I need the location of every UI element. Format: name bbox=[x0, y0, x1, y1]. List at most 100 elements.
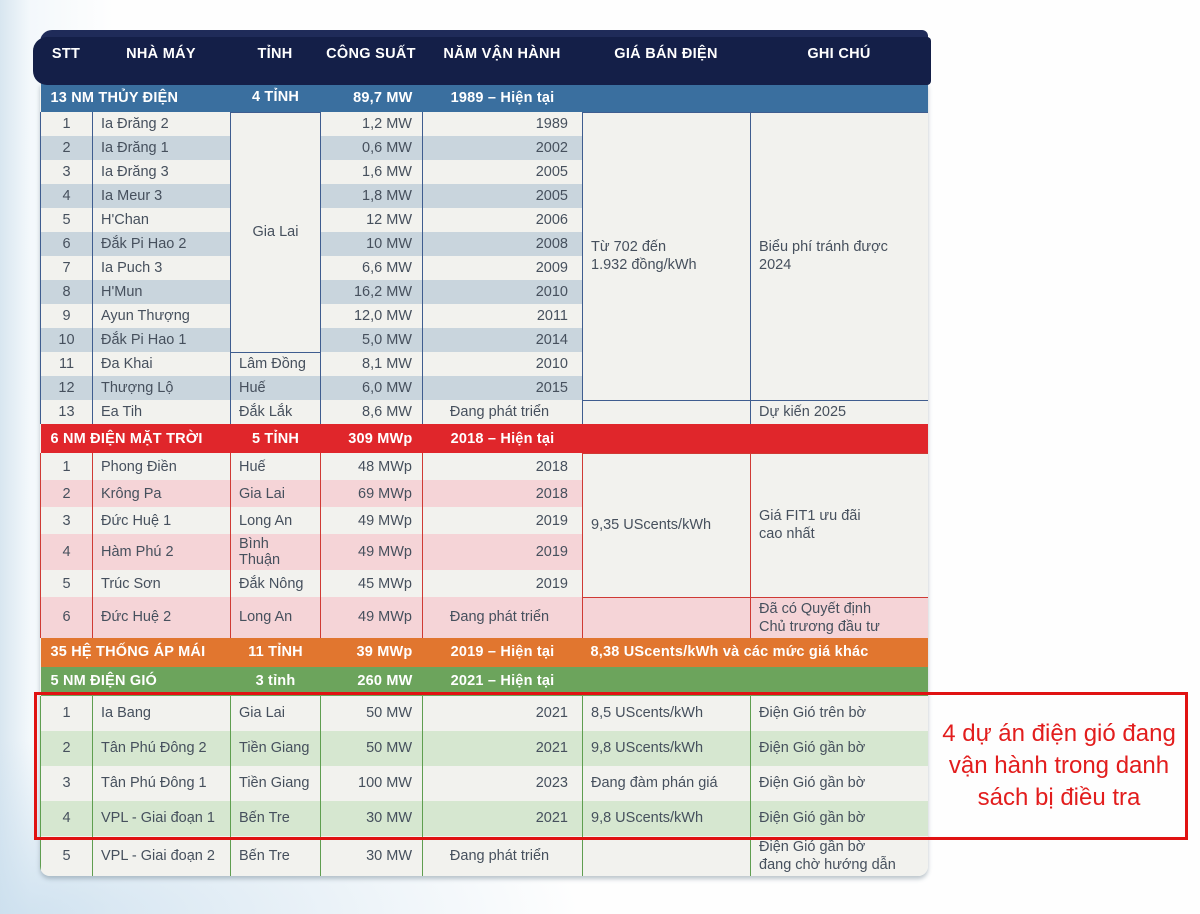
solar-row: 5 Trúc Sơn Đắk Nông 45 MWp 2019 bbox=[40, 570, 929, 597]
cell-year: 2009 bbox=[422, 256, 583, 280]
rooftop-section-note: 8,38 UScents/kWh và các mức giá khác bbox=[582, 637, 928, 667]
cell-year: 2008 bbox=[422, 232, 583, 256]
solar-row: 4 Hàm Phú 2 Bình Thuận 49 MWp 2019 bbox=[40, 534, 929, 570]
column-header-6: GIÁ BÁN ĐIỆN bbox=[614, 46, 718, 62]
wind-section-label: 5 NM ĐIỆN GIÓ bbox=[40, 666, 231, 696]
solar-section-label: 6 NM ĐIỆN MẶT TRỜI bbox=[40, 424, 231, 453]
wind-section-years: 2021 – Hiện tại bbox=[422, 666, 583, 696]
solar-section-provinces: 5 TỈNH bbox=[230, 424, 321, 453]
cell-note: Điện Gió gần bờ bbox=[750, 765, 928, 801]
cell-province: Gia Lai bbox=[230, 111, 321, 353]
table-body: 13 NM THỦY ĐIỆN 4 TỈNH 89,7 MW 1989 – Hiện … bbox=[40, 83, 928, 876]
cell-stt: 8 bbox=[40, 280, 93, 304]
cell-plant-name: Ia Puch 3 bbox=[92, 256, 231, 280]
hydro-row: 7 Ia Puch 3 6,6 MW 2009 bbox=[40, 256, 929, 280]
cell-province: Tiền Giang bbox=[230, 765, 321, 801]
column-header-2: NHÀ MÁY bbox=[126, 46, 196, 62]
cell-capacity: 49 MWp bbox=[320, 507, 423, 534]
hydro-row: 10 Đắk Pi Hao 1 5,0 MW 2014 bbox=[40, 328, 929, 352]
cell-note: Điện Gió trên bờ bbox=[750, 695, 928, 731]
cell-stt: 9 bbox=[40, 304, 93, 328]
cell-capacity: 8,6 MW bbox=[320, 400, 423, 424]
cell-plant-name: Ayun Thượng bbox=[92, 304, 231, 328]
cell-price bbox=[582, 400, 751, 424]
cell-stt: 4 bbox=[40, 184, 93, 208]
cell-province: Huế bbox=[230, 453, 321, 480]
cell-price: Từ 702 đến 1.932 đồng/kWh bbox=[582, 111, 751, 401]
cell-capacity: 49 MWp bbox=[320, 597, 423, 638]
cell-note: Dự kiến 2025 bbox=[750, 400, 928, 424]
cell-capacity: 10 MW bbox=[320, 232, 423, 256]
cell-stt: 1 bbox=[40, 695, 93, 731]
cell-capacity: 50 MW bbox=[320, 695, 423, 731]
hydro-row: 13 Ea Tih Đắk Lắk 8,6 MW Đang phát triển Dự k… bbox=[40, 400, 928, 424]
cell-capacity: 100 MW bbox=[320, 765, 423, 801]
cell-year: 2006 bbox=[422, 208, 583, 232]
cell-plant-name: H'Chan bbox=[92, 208, 231, 232]
column-header-1: STT bbox=[51, 46, 81, 62]
cell-year: 2015 bbox=[422, 376, 583, 400]
cell-plant-name: Đức Huệ 1 bbox=[92, 507, 231, 534]
cell-capacity: 48 MWp bbox=[320, 453, 423, 480]
cell-province: Gia Lai bbox=[230, 695, 321, 731]
cell-year: Đang phát triển bbox=[422, 835, 583, 876]
cell-stt: 4 bbox=[40, 534, 93, 570]
cell-capacity: 1,6 MW bbox=[320, 160, 423, 184]
cell-stt: 7 bbox=[40, 256, 93, 280]
cell-plant-name: Tân Phú Đông 1 bbox=[92, 765, 231, 801]
hydro-row: 4 Ia Meur 3 1,8 MW 2005 bbox=[40, 184, 929, 208]
rooftop-section-provinces: 11 TỈNH bbox=[230, 637, 321, 667]
wind-row: 4 VPL - Giai đoạn 1 Bến Tre 30 MW 2021 9,8 US… bbox=[40, 800, 928, 836]
solar-row: 1 Phong Điền Huế 48 MWp 2018 9,35 UScents/kWh… bbox=[40, 452, 928, 598]
cell-province: Bến Tre bbox=[230, 800, 321, 836]
cell-year: 2019 bbox=[422, 534, 583, 570]
cell-plant-name: Đức Huệ 2 bbox=[92, 597, 231, 638]
cell-note: Điện Gió gần bờ đang chờ hướng dẫn bbox=[750, 835, 928, 876]
cell-year: 2005 bbox=[422, 184, 583, 208]
hydro-section-bar: 13 NM THỦY ĐIỆN 4 TỈNH 89,7 MW 1989 – Hiện … bbox=[40, 83, 928, 112]
table-column-header-bar: STT NHÀ MÁY TỈNH CÔNG SUẤT NĂM VẬN HÀNH GIÁ B… bbox=[33, 30, 931, 85]
wind-section-capacity: 260 MW bbox=[320, 666, 423, 696]
cell-capacity: 5,0 MW bbox=[320, 328, 423, 352]
cell-price: 8,5 UScents/kWh bbox=[582, 695, 751, 731]
cell-capacity: 8,1 MW bbox=[320, 352, 423, 376]
cell-capacity: 12,0 MW bbox=[320, 304, 423, 328]
cell-stt: 2 bbox=[40, 136, 93, 160]
wind-row: 5 VPL - Giai đoạn 2 Bến Tre 30 MW Đang phát … bbox=[40, 835, 928, 876]
investigation-annotation: 4 dự án điện gió đang vận hành trong dan… bbox=[942, 719, 1176, 811]
cell-price bbox=[582, 597, 751, 638]
cell-capacity: 30 MW bbox=[320, 800, 423, 836]
wind-row: 1 Ia Bang Gia Lai 50 MW 2021 8,5 UScents/kWh Đ… bbox=[40, 695, 928, 731]
hydro-row: 1 Ia Đrăng 2 Gia Lai 1,2 MW 1989 Từ 702 đến 1… bbox=[40, 111, 928, 401]
cell-stt: 2 bbox=[40, 480, 93, 507]
cell-year: 2023 bbox=[422, 765, 583, 801]
cell-capacity: 1,8 MW bbox=[320, 184, 423, 208]
solar-row: 2 Krông Pa Gia Lai 69 MWp 2018 bbox=[40, 480, 929, 507]
cell-capacity: 12 MW bbox=[320, 208, 423, 232]
column-header-3: TỈNH bbox=[257, 46, 293, 62]
cell-year: 2021 bbox=[422, 695, 583, 731]
hydro-section-note bbox=[582, 83, 928, 112]
cell-plant-name: Tân Phú Đông 2 bbox=[92, 730, 231, 766]
hydro-row: 9 Ayun Thượng 12,0 MW 2011 bbox=[40, 304, 929, 328]
cell-price: 9,35 UScents/kWh bbox=[582, 452, 751, 598]
column-header-5: NĂM VẬN HÀNH bbox=[443, 46, 561, 62]
cell-year: 2021 bbox=[422, 730, 583, 766]
cell-year: 2018 bbox=[422, 480, 583, 507]
cell-province: Long An bbox=[230, 507, 321, 534]
section-wind: 5 NM ĐIỆN GIÓ 3 tỉnh 260 MW 2021 – Hiện tại… bbox=[40, 666, 928, 876]
cell-stt: 5 bbox=[40, 835, 93, 876]
cell-plant-name: Ia Đrăng 2 bbox=[92, 112, 231, 136]
cell-year: 2011 bbox=[422, 304, 583, 328]
cell-year: 2010 bbox=[422, 280, 583, 304]
cell-price: 9,8 UScents/kWh bbox=[582, 730, 751, 766]
cell-year: 2005 bbox=[422, 160, 583, 184]
rooftop-section-capacity: 39 MWp bbox=[320, 637, 423, 667]
cell-plant-name: Ia Bang bbox=[92, 695, 231, 731]
wind-section-bar: 5 NM ĐIỆN GIÓ 3 tỉnh 260 MW 2021 – Hiện tại bbox=[40, 666, 928, 696]
cell-capacity: 69 MWp bbox=[320, 480, 423, 507]
cell-province: Gia Lai bbox=[230, 480, 321, 507]
hydro-section-label: 13 NM THỦY ĐIỆN bbox=[40, 83, 231, 112]
cell-province: Tiền Giang bbox=[230, 730, 321, 766]
wind-row: 2 Tân Phú Đông 2 Tiền Giang 50 MW 2021 9,8 US… bbox=[40, 730, 928, 766]
